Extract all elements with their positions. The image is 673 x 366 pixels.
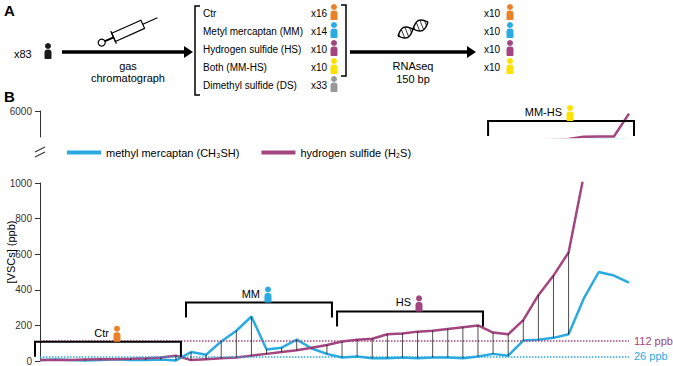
svg-text:600: 600 — [15, 249, 32, 260]
svg-text:Dimethyl sulfide (DS): Dimethyl sulfide (DS) — [203, 80, 297, 91]
svg-text:x10: x10 — [484, 26, 501, 37]
svg-text:HS: HS — [396, 296, 411, 308]
svg-text:x16: x16 — [311, 8, 328, 19]
svg-text:hydrogen sulfide (H₂S): hydrogen sulfide (H₂S) — [300, 147, 411, 159]
svg-text:6000: 6000 — [10, 106, 33, 117]
svg-text:Hydrogen sulfide (HS): Hydrogen sulfide (HS) — [203, 44, 301, 55]
svg-text:0: 0 — [26, 356, 32, 366]
svg-text:x10: x10 — [484, 62, 501, 73]
svg-text:26 ppb: 26 ppb — [634, 350, 668, 362]
svg-text:Ctr: Ctr — [94, 327, 109, 339]
svg-text:400: 400 — [15, 284, 32, 295]
svg-text:Both (MM-HS): Both (MM-HS) — [203, 62, 267, 73]
svg-text:[VSCs] (ppb): [VSCs] (ppb) — [5, 221, 17, 284]
svg-text:x10: x10 — [484, 8, 501, 19]
svg-text:x10: x10 — [484, 44, 501, 55]
svg-text:112 ppb: 112 ppb — [634, 335, 673, 347]
svg-text:chromatograph: chromatograph — [91, 72, 165, 84]
svg-text:800: 800 — [15, 213, 32, 224]
svg-text:Metyl mercaptan (MM): Metyl mercaptan (MM) — [203, 26, 303, 37]
svg-text:MM: MM — [242, 288, 260, 300]
svg-text:x10: x10 — [311, 62, 328, 73]
svg-text:x10: x10 — [311, 44, 328, 55]
svg-text:B: B — [4, 88, 15, 105]
svg-text:1000: 1000 — [10, 178, 33, 189]
svg-text:gas: gas — [119, 60, 137, 72]
svg-text:A: A — [4, 2, 15, 19]
svg-text:200: 200 — [15, 320, 32, 331]
svg-text:Ctr: Ctr — [203, 8, 217, 19]
svg-text:x14: x14 — [311, 26, 328, 37]
svg-text:MM-HS: MM-HS — [525, 106, 562, 118]
svg-text:150 bp: 150 bp — [396, 73, 430, 85]
svg-text:methyl mercaptan (CH₃SH): methyl mercaptan (CH₃SH) — [106, 147, 239, 159]
svg-text:x33: x33 — [311, 80, 328, 91]
svg-text:x83: x83 — [14, 48, 32, 60]
svg-text:RNAseq: RNAseq — [393, 60, 434, 72]
